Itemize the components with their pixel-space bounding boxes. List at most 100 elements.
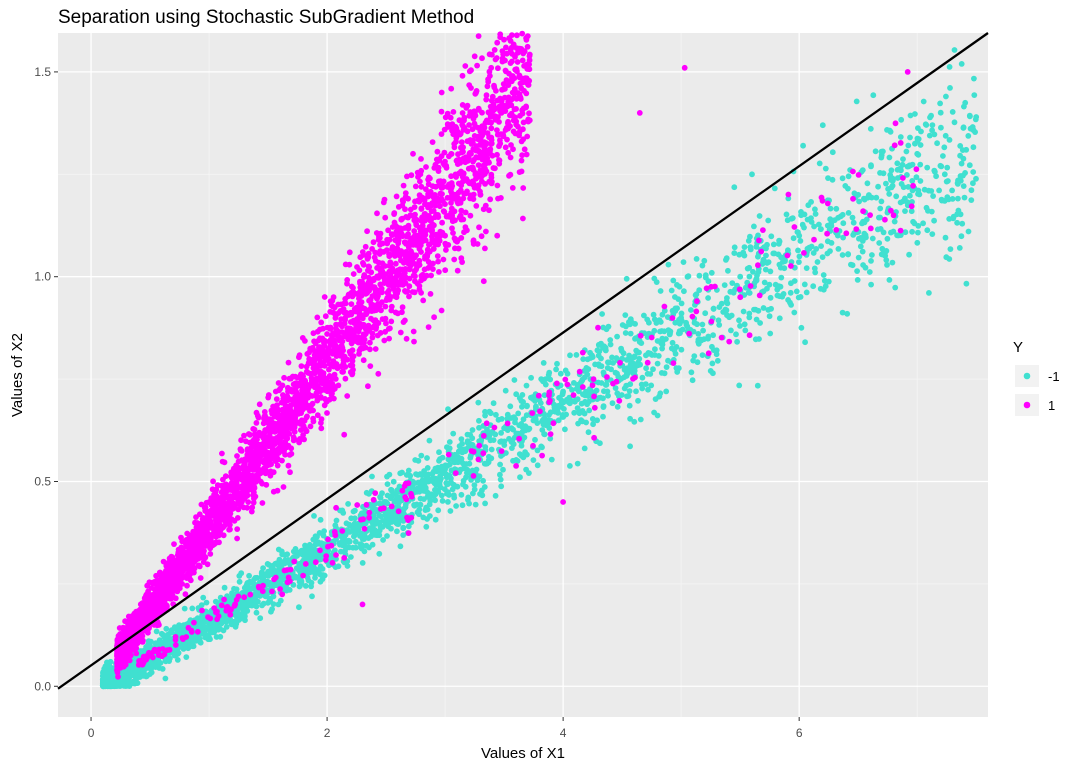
series-neg1-point [567, 400, 573, 407]
series-neg1-point [232, 611, 239, 618]
series-neg1-point [351, 533, 357, 540]
series-neg1-point [110, 673, 116, 679]
series-neg1-point [937, 162, 944, 169]
series-neg1-point [573, 352, 580, 358]
series-pos1-point [473, 89, 479, 96]
series-neg1-point [971, 75, 977, 82]
series-neg1-point [795, 247, 801, 254]
series-neg1-point [278, 548, 285, 555]
series-pos1-point [333, 504, 339, 511]
series-neg1-point [472, 501, 479, 508]
series-neg1-point [376, 500, 383, 507]
series-neg1-point [574, 460, 581, 467]
series-neg1-point [886, 191, 893, 197]
series-neg1-point [839, 211, 846, 218]
series-neg1-point [578, 400, 585, 407]
series-neg1-point [911, 220, 918, 227]
series-neg1-point [391, 516, 398, 523]
series-neg1-point [392, 491, 399, 497]
series-pos1-point [661, 303, 668, 310]
series-neg1-point [867, 125, 874, 132]
series-neg1-point [790, 235, 797, 242]
series-neg1-point [320, 572, 326, 578]
series-neg1-point [560, 388, 566, 395]
series-pos1-point [897, 227, 904, 234]
series-neg1-point [534, 447, 541, 454]
series-pos1-point [819, 197, 826, 204]
series-pos1-point [526, 57, 533, 64]
series-pos1-point [824, 230, 830, 237]
series-pos1-point [150, 648, 157, 655]
series-pos1-point [257, 478, 264, 485]
series-neg1-point [501, 442, 508, 448]
series-neg1-point [353, 544, 359, 551]
series-neg1-point [597, 440, 603, 447]
series-neg1-point [471, 482, 478, 488]
series-neg1-point [746, 310, 753, 317]
series-neg1-point [229, 594, 236, 600]
series-neg1-point [926, 290, 932, 296]
series-neg1-point [765, 217, 772, 224]
series-neg1-point [894, 232, 900, 239]
series-neg1-point [432, 497, 438, 504]
series-neg1-point [710, 305, 717, 312]
series-pos1-point [300, 572, 306, 579]
series-neg1-point [822, 165, 829, 172]
series-neg1-point [585, 429, 592, 436]
series-neg1-point [825, 278, 832, 285]
series-neg1-point [476, 424, 482, 431]
series-neg1-point [900, 156, 906, 163]
series-neg1-point [332, 547, 338, 554]
series-neg1-point [383, 517, 390, 524]
series-neg1-point [829, 176, 836, 183]
series-neg1-point [763, 252, 769, 259]
series-neg1-point [258, 569, 265, 576]
series-neg1-point [297, 560, 304, 567]
series-neg1-point [513, 391, 520, 398]
series-pos1-point [747, 283, 754, 289]
series-neg1-point [699, 352, 706, 358]
series-neg1-point [343, 520, 350, 527]
series-pos1-point [199, 607, 205, 614]
series-neg1-point [917, 178, 924, 184]
series-neg1-point [545, 372, 552, 378]
series-neg1-point [178, 630, 185, 637]
series-neg1-point [636, 355, 643, 362]
series-pos1-point [234, 535, 241, 542]
series-neg1-point [946, 64, 953, 70]
series-neg1-point [242, 613, 248, 620]
series-neg1-point [817, 226, 824, 233]
series-neg1-point [603, 381, 610, 388]
series-neg1-point [290, 582, 297, 588]
series-neg1-point [519, 429, 526, 435]
series-neg1-point [936, 187, 942, 194]
series-pos1-point [617, 359, 623, 366]
series-neg1-point [131, 669, 138, 675]
series-pos1-point [363, 501, 370, 508]
series-pos1-point [231, 602, 238, 609]
series-pos1-point [462, 63, 469, 69]
series-neg1-point [683, 319, 689, 326]
series-neg1-point [889, 259, 896, 266]
series-pos1-point [241, 432, 247, 439]
series-neg1-point [888, 167, 895, 174]
series-pos1-point [434, 253, 441, 259]
series-neg1-point [676, 283, 683, 290]
series-neg1-point [680, 259, 687, 265]
series-neg1-point [659, 345, 665, 352]
series-pos1-point [897, 140, 904, 146]
series-neg1-point [943, 178, 950, 185]
series-neg1-point [970, 180, 976, 187]
series-neg1-point [947, 246, 954, 253]
series-neg1-point [761, 258, 768, 265]
series-neg1-point [872, 148, 879, 155]
series-neg1-point [265, 568, 271, 575]
series-neg1-point [929, 122, 936, 128]
series-neg1-point [481, 484, 488, 490]
series-neg1-point [859, 167, 866, 174]
series-neg1-point [636, 349, 642, 356]
series-neg1-point [878, 198, 885, 205]
series-neg1-point [183, 654, 190, 660]
series-neg1-point [618, 392, 625, 398]
series-neg1-point [143, 673, 150, 680]
